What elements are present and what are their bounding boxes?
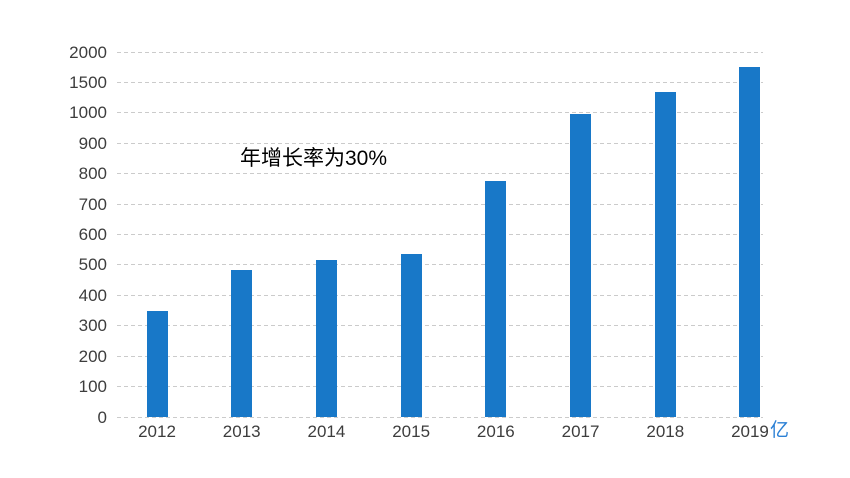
bar-2014 — [315, 260, 337, 417]
gridline — [117, 112, 763, 114]
y-tick-label: 200 — [78, 346, 107, 366]
bar-2015 — [400, 254, 422, 417]
bar-2013 — [231, 269, 253, 417]
x-tick-label: 2014 — [307, 422, 346, 441]
x-tick-label: 2017 — [561, 422, 600, 441]
y-tick-label: 300 — [78, 316, 107, 336]
plot-area — [117, 51, 763, 418]
gridline — [117, 142, 763, 144]
gridline — [117, 294, 763, 296]
gridline — [117, 355, 763, 357]
y-tick-label: 2000 — [69, 42, 107, 62]
y-tick-label: 400 — [78, 285, 107, 305]
gridline — [117, 51, 763, 53]
x-tick-label: 2012 — [138, 422, 176, 441]
y-tick-label: 500 — [78, 255, 107, 275]
y-tick-label: 1000 — [69, 103, 107, 123]
unit-label: 亿 — [770, 420, 790, 441]
x-tick-label: 2013 — [222, 422, 261, 441]
bar-2017 — [570, 114, 592, 417]
y-tick-label: 900 — [78, 133, 107, 153]
y-tick-label: 600 — [78, 225, 107, 244]
y-tick-label: 0 — [97, 407, 107, 427]
gridline — [117, 264, 763, 266]
growth-rate-annotation: 年增长率为30% — [240, 147, 388, 170]
y-tick-label: 100 — [78, 377, 107, 397]
gridline — [117, 234, 763, 235]
gridline — [117, 81, 763, 83]
bar-2018 — [654, 92, 676, 417]
y-tick-label: 800 — [78, 164, 107, 184]
gridline — [117, 325, 763, 327]
x-tick-label: 2016 — [476, 422, 515, 441]
bar-2016 — [485, 181, 507, 417]
gridline — [117, 416, 763, 418]
y-tick-label: 1500 — [69, 72, 107, 92]
x-tick-label: 2015 — [392, 422, 431, 441]
x-tick-label: 2019 — [731, 422, 769, 441]
gridline — [117, 203, 763, 205]
gridline — [117, 386, 763, 388]
gridline — [117, 173, 763, 175]
y-tick-label: 700 — [78, 194, 107, 214]
bar-2019 — [739, 67, 761, 417]
bar-2012 — [146, 310, 168, 417]
x-tick-label: 2018 — [646, 422, 685, 441]
